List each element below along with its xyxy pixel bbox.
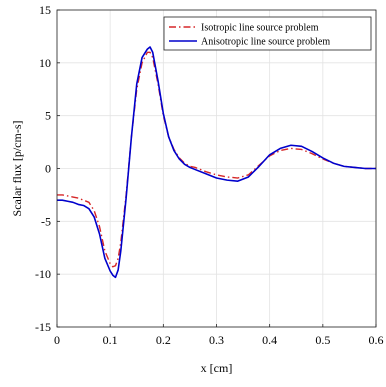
- y-tick-label: 0: [45, 162, 51, 176]
- y-tick-label: -10: [35, 267, 51, 281]
- tick-labels: 0 0.1 0.2 0.3 0.4 0.5 0.6 -15 -10 -5 0 5 10 15: [35, 3, 384, 347]
- y-tick-label: 5: [45, 109, 51, 123]
- series-line-anisotropic: [57, 46, 376, 279]
- series-layer: [57, 46, 376, 279]
- x-tick-label: 0.3: [209, 333, 224, 347]
- legend-label-isotropic: Isotropic line source problem: [201, 23, 319, 34]
- x-axis-label: x [cm]: [201, 361, 233, 375]
- legend-box: [163, 16, 372, 51]
- legend: Isotropic line source problem Anisotropi…: [163, 16, 372, 51]
- x-tick-label: 0.5: [315, 333, 330, 347]
- y-tick-label: -5: [41, 214, 51, 228]
- y-tick-label: -15: [35, 320, 51, 334]
- x-tick-label: 0.6: [369, 333, 384, 347]
- y-tick-label: 15: [39, 3, 51, 17]
- series-line-isotropic: [57, 51, 376, 268]
- x-tick-label: 0.2: [156, 333, 171, 347]
- x-tick-label: 0: [54, 333, 60, 347]
- y-axis-label: Scalar flux [p/cm-s]: [10, 121, 24, 217]
- y-tick-label: 10: [39, 56, 51, 70]
- x-tick-label: 0.4: [262, 333, 277, 347]
- x-tick-label: 0.1: [103, 333, 118, 347]
- legend-label-anisotropic: Anisotropic line source problem: [201, 37, 330, 48]
